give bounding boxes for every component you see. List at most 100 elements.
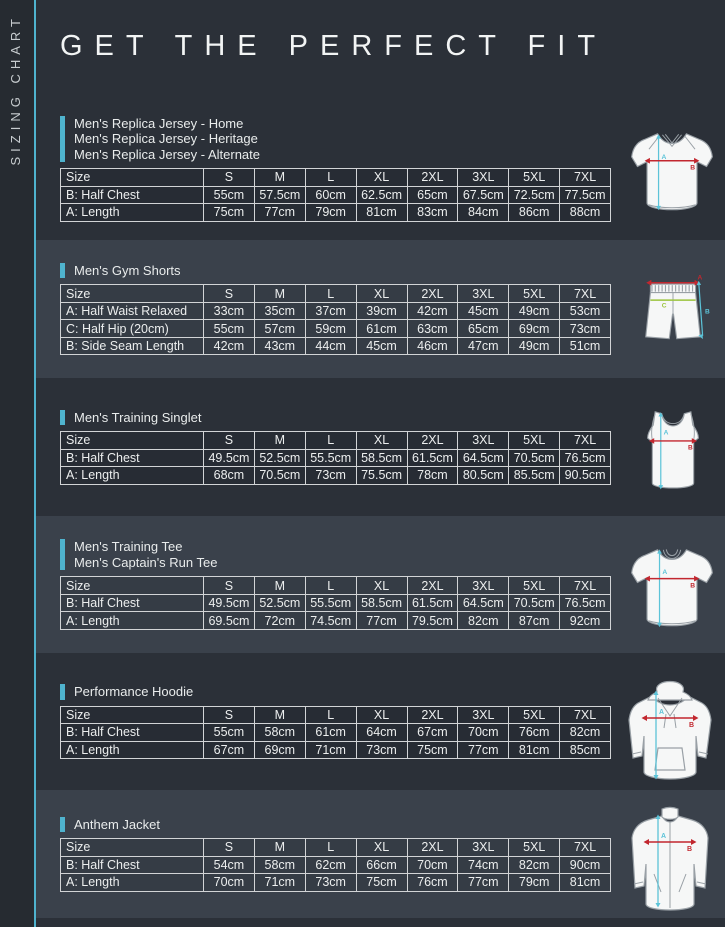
measurement-value-cell: 79.5cm (406, 611, 459, 630)
sections: Men's Replica Jersey - Home Men's Replica… (36, 97, 725, 918)
measurement-value-cell: 81cm (508, 740, 561, 759)
size-header-cell: 3XL (457, 576, 510, 595)
measurement-value-cell: 77cm (355, 611, 408, 630)
measurement-value-cell: 85cm (559, 740, 611, 759)
garment-illustration: A B (624, 544, 720, 644)
product-section: Men's Replica Jersey - Home Men's Replica… (36, 97, 725, 240)
size-column-header: Size (60, 284, 204, 303)
measurement-label-cell: A: Length (60, 873, 204, 892)
measurement-value-cell: 73cm (304, 466, 357, 485)
measurement-value-cell: 59cm (304, 319, 357, 338)
table-row: B: Half Chest 49.5cm 52.5cm 55.5cm 58.5cm 61.… (60, 448, 611, 467)
measurement-value-cell: 42cm (406, 301, 459, 321)
table-row: B: Half Chest 55cm 57.5cm 60cm 62.5cm 65cm 67.… (60, 185, 611, 204)
size-header-cell: M (253, 284, 306, 303)
measurement-label-cell: A: Length (60, 203, 204, 222)
product-names: Men's Gym Shorts (60, 262, 611, 279)
table-header-row: Size S M L XL 2XL 3XL 5XL 7XL (60, 705, 611, 724)
measurement-label-cell: B: Side Seam Length (60, 336, 204, 356)
jacket-garment-icon: A B (631, 806, 709, 911)
product-name: Men's Replica Jersey - Alternate (74, 146, 261, 162)
table-row: A: Length 69.5cm 72cm 74.5cm 77cm 79.5cm 82cm 8… (60, 611, 611, 630)
measurement-value-cell: 83cm (406, 203, 459, 222)
measurement-value-cell: 67cm (203, 740, 255, 759)
svg-text:A: A (664, 429, 669, 436)
product-name: Men's Captain's Run Tee (74, 554, 218, 570)
product-section: Performance Hoodie Size S M L XL 2XL 3XL 5XL 7XL… (36, 653, 725, 790)
table-row: A: Length 68cm 70.5cm 73cm 75.5cm 78cm 80.5cm 8… (60, 466, 611, 485)
measurement-value-cell: 82cm (457, 611, 510, 630)
page-header: GET THE PERFECT FIT (36, 0, 725, 97)
measurement-value-cell: 90.5cm (559, 466, 611, 485)
size-header-cell: 3XL (457, 705, 510, 724)
measurement-value-cell: 45cm (355, 336, 408, 356)
measurement-value-cell: 81cm (559, 873, 611, 892)
product-name: Performance Hoodie (74, 684, 194, 699)
product-name: Men's Replica Jersey - Heritage (74, 131, 258, 146)
size-header-cell: 2XL (406, 838, 459, 857)
size-header-cell: 5XL (508, 284, 561, 303)
measurement-value-cell: 65cm (457, 319, 510, 338)
measurement-value-cell: 49.5cm (203, 593, 255, 613)
measurement-value-cell: 64cm (355, 723, 408, 742)
measurement-value-cell: 71cm (253, 873, 306, 892)
measurement-value-cell: 52.5cm (253, 448, 306, 467)
size-column-header: Size (60, 168, 204, 187)
size-header-cell: XL (355, 576, 408, 595)
size-header-cell: 3XL (457, 838, 510, 857)
hoodie-garment-icon: A B (628, 680, 712, 780)
table-row: A: Length 67cm 69cm 71cm 73cm 75cm 77cm 81cm 85c… (60, 740, 611, 759)
svg-text:B: B (705, 308, 710, 315)
measurement-value-cell: 87cm (508, 611, 561, 630)
svg-text:A: A (661, 833, 666, 840)
measurement-value-cell: 73cm (559, 319, 611, 338)
size-header-cell: 3XL (457, 284, 510, 303)
measurement-value-cell: 61cm (304, 723, 357, 742)
measurement-value-cell: 73cm (304, 873, 357, 892)
measurement-value-cell: 61.5cm (406, 593, 459, 613)
size-header-cell: 3XL (457, 431, 510, 450)
measurement-value-cell: 79cm (508, 873, 561, 892)
product-section: Men's Training Singlet Size S M L XL 2XL 3XL 5X… (36, 378, 725, 516)
size-column-header: Size (60, 576, 204, 595)
measurement-value-cell: 46cm (406, 336, 459, 356)
measurement-value-cell: 70.5cm (253, 466, 306, 485)
measurement-value-cell: 74.5cm (304, 611, 357, 630)
measurement-value-cell: 42cm (203, 336, 255, 356)
measurement-value-cell: 79cm (304, 203, 357, 222)
measurement-value-cell: 57cm (253, 319, 306, 338)
measurement-value-cell: 73cm (355, 740, 408, 759)
table-header-row: Size S M L XL 2XL 3XL 5XL 7XL (60, 576, 611, 595)
table-row: A: Half Waist Relaxed 33cm 35cm 37cm 39cm 42c… (60, 301, 611, 321)
measurement-value-cell: 62.5cm (355, 185, 408, 204)
size-header-cell: S (203, 576, 255, 595)
product-name: Anthem Jacket (74, 816, 160, 832)
singlet-garment-icon: A B (647, 411, 699, 490)
measurement-value-cell: 49cm (508, 301, 561, 321)
measurement-label-cell: B: Half Chest (60, 448, 204, 467)
size-header-cell: M (253, 838, 306, 857)
size-header-cell: 5XL (508, 705, 561, 724)
measurement-value-cell: 58cm (253, 723, 306, 742)
measurement-label-cell: B: Half Chest (60, 723, 204, 742)
size-header-cell: L (304, 838, 357, 857)
table-row: B: Half Chest 49.5cm 52.5cm 55.5cm 58.5cm 61.… (60, 593, 611, 613)
size-header-cell: S (203, 431, 255, 450)
measurement-value-cell: 86cm (508, 203, 561, 222)
garment-illustration: A B (620, 804, 720, 922)
measurement-label-cell: A: Length (60, 611, 204, 630)
measurement-value-cell: 76.5cm (559, 593, 611, 613)
size-header-cell: L (304, 705, 357, 724)
size-column-header: Size (60, 705, 204, 724)
size-header-cell: L (304, 284, 357, 303)
size-header-cell: 7XL (559, 838, 611, 857)
table-row: A: Length 70cm 71cm 73cm 75cm 76cm 77cm 79cm 81c… (60, 873, 611, 892)
measurement-value-cell: 52.5cm (253, 593, 306, 613)
measurement-value-cell: 70cm (406, 855, 459, 874)
table-header-row: Size S M L XL 2XL 3XL 5XL 7XL (60, 838, 611, 857)
product-name-list: Men's Training Singlet (74, 410, 202, 426)
measurement-value-cell: 33cm (203, 301, 255, 321)
svg-text:A: A (659, 709, 664, 716)
size-header-cell: 5XL (508, 431, 561, 450)
size-header-cell: 3XL (457, 168, 510, 187)
